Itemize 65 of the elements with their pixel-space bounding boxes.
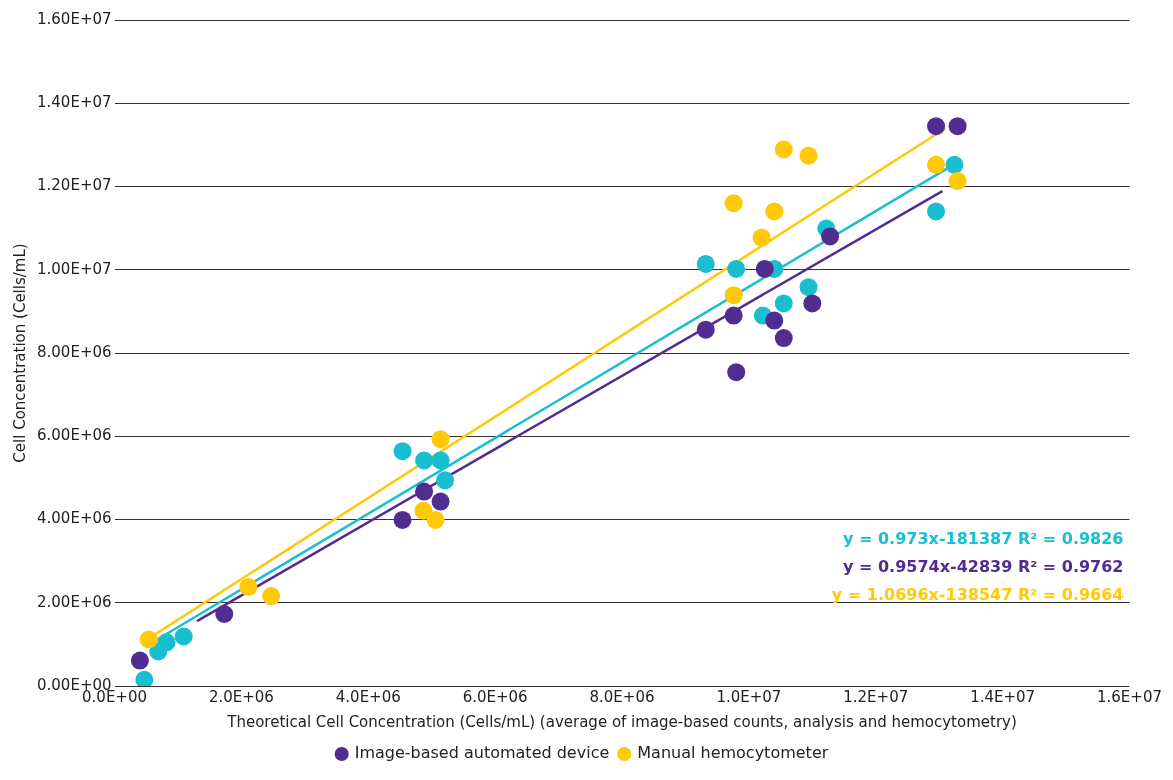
x-tick-label: 1.2E+07	[843, 687, 909, 706]
annotation: y = 0.973x-181387 R² = 0.9826	[842, 528, 1124, 548]
point	[945, 155, 964, 174]
point	[765, 311, 784, 330]
point	[927, 155, 946, 174]
point	[139, 630, 158, 649]
x-axis-title: Theoretical Cell Concentration (Cells/mL) (average of image-based counts, analysis and hemocytometry)	[226, 712, 1017, 731]
point	[239, 577, 258, 596]
point	[157, 633, 176, 652]
point	[727, 259, 746, 278]
point	[755, 259, 774, 278]
y-tick-label: 1.40E+07	[37, 93, 112, 112]
point	[431, 492, 450, 511]
x-tick-label: 1.0E+07	[716, 687, 782, 706]
point	[130, 651, 149, 670]
point	[948, 117, 967, 136]
x-tick-label: 6.0E+06	[462, 687, 528, 706]
point	[724, 286, 743, 305]
point	[393, 510, 412, 529]
point	[821, 227, 840, 246]
y-tick-label: 4.00E+06	[37, 509, 112, 528]
point	[393, 442, 412, 461]
point	[696, 320, 715, 339]
legend-label: Manual hemocytometer	[637, 743, 829, 763]
point	[431, 451, 450, 470]
point	[724, 194, 743, 213]
point	[215, 604, 234, 623]
point	[414, 501, 433, 520]
point	[262, 587, 281, 606]
point	[415, 451, 434, 470]
point	[752, 228, 771, 247]
x-tick-label: 1.6E+07	[1097, 687, 1163, 706]
x-tick-label: 1.4E+07	[970, 687, 1036, 706]
point	[415, 482, 434, 501]
point	[724, 306, 743, 325]
point	[927, 202, 946, 221]
point	[799, 146, 818, 165]
point	[436, 471, 455, 490]
point	[774, 140, 793, 159]
y-axis-title: Cell Concentration (Cells/mL)	[10, 243, 29, 463]
point	[774, 294, 793, 313]
point	[799, 278, 818, 297]
point	[135, 670, 154, 686]
y-tick-label: 1.20E+07	[37, 176, 112, 195]
point	[765, 202, 784, 221]
y-tick-label: 8.00E+06	[37, 342, 112, 361]
y-tick-label: 6.00E+06	[37, 426, 112, 445]
y-tick-label: 2.00E+06	[37, 592, 112, 611]
point	[174, 627, 193, 646]
legend-label: Image-based automated device	[354, 743, 610, 763]
y-tick-label: 1.60E+07	[37, 9, 112, 28]
x-tick-label: 4.0E+06	[335, 687, 401, 706]
x-tick-label: 8.0E+06	[589, 687, 655, 706]
annotation: y = 1.0696x-138547 R² = 0.9664	[831, 584, 1124, 604]
y-tick-label: 1.00E+07	[37, 259, 112, 278]
point	[727, 363, 746, 382]
point	[803, 294, 822, 313]
point	[948, 172, 967, 191]
point	[927, 117, 946, 136]
point	[696, 254, 715, 273]
point	[774, 329, 793, 348]
annotation: y = 0.9574x-42839 R² = 0.9762	[842, 556, 1124, 576]
point	[431, 430, 450, 449]
point	[426, 510, 445, 529]
x-tick-label: 2.0E+06	[208, 687, 274, 706]
